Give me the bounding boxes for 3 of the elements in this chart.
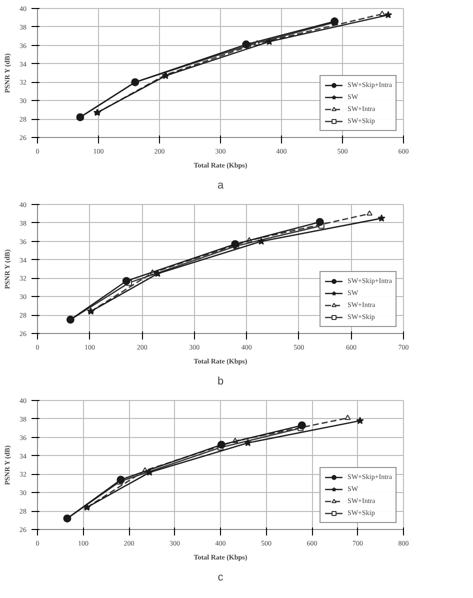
text: a xyxy=(217,180,224,192)
text: c xyxy=(218,572,224,584)
text: b xyxy=(217,376,224,388)
